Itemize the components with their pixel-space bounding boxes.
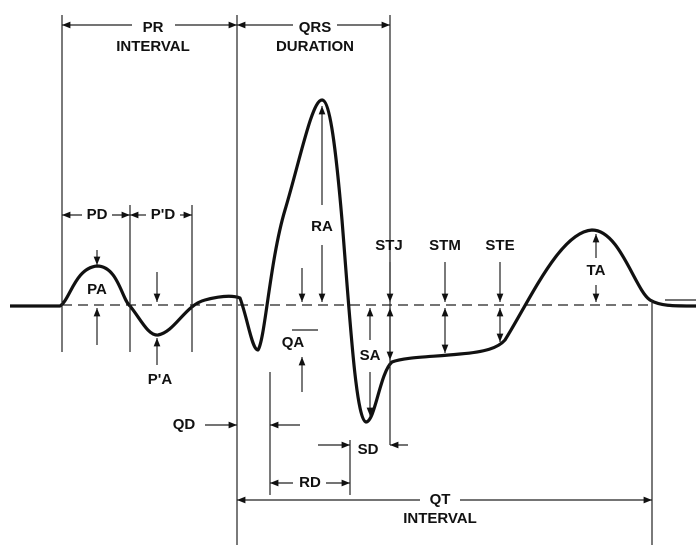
- reference-lines: [61, 15, 653, 545]
- label: PA: [87, 281, 107, 298]
- label: SD: [358, 441, 379, 458]
- label: QT: [430, 491, 451, 508]
- measurement-arrows: [62, 21, 652, 504]
- label: STE: [485, 237, 514, 254]
- label: PD: [87, 206, 108, 223]
- label: QA: [282, 334, 305, 351]
- label: STM: [429, 237, 461, 254]
- label: PR: [143, 19, 164, 36]
- label: RA: [311, 218, 333, 235]
- label: QD: [173, 416, 196, 433]
- label: SA: [360, 347, 381, 364]
- label: DURATION: [276, 38, 354, 55]
- label: INTERVAL: [403, 510, 477, 527]
- label: STJ: [375, 237, 403, 254]
- label: P'A: [148, 371, 173, 388]
- label: QRS: [299, 19, 332, 36]
- label: INTERVAL: [116, 38, 190, 55]
- label: TA: [587, 262, 606, 279]
- ecg-waveform: [10, 98, 696, 424]
- label: RD: [299, 474, 321, 491]
- label: P'D: [151, 206, 176, 223]
